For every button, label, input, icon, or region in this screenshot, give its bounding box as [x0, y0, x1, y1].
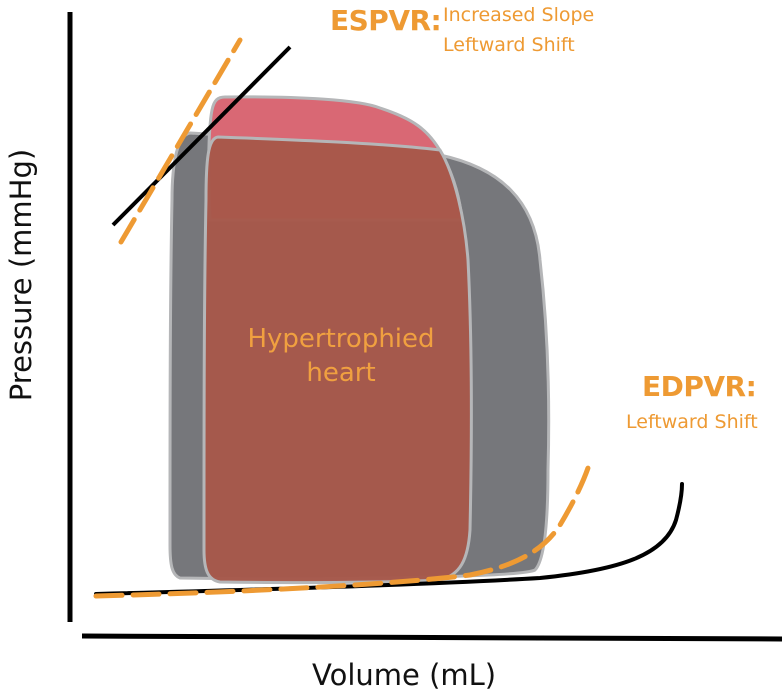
x-axis-line [81, 633, 782, 642]
espvr-normal-line [111, 45, 292, 227]
loop-label: Hypertrophied heart [221, 322, 461, 390]
loop-label-line-2: heart [306, 358, 376, 388]
y-axis-title: Pressure (mmHg) [4, 148, 38, 402]
edpvr-title: EDPVR: [642, 370, 757, 403]
edpvr-line-1: Leftward Shift [626, 411, 758, 433]
espvr-line-1: Increased Slope [443, 4, 595, 26]
edpvr-hypertrophied-curve [93, 465, 591, 599]
loop-label-line-1: Hypertrophied [247, 324, 435, 354]
espvr-line-2: Leftward Shift [443, 34, 575, 56]
espvr-title: ESPVR: [330, 4, 442, 37]
x-axis-title: Volume (mL) [312, 658, 497, 692]
espvr-hypertrophied-line [118, 37, 243, 245]
